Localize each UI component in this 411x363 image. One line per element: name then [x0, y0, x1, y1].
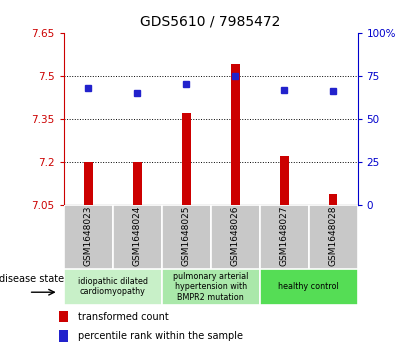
Bar — [133, 162, 141, 205]
Text: GSM1648024: GSM1648024 — [133, 205, 142, 266]
Text: disease state: disease state — [0, 274, 65, 284]
Title: GDS5610 / 7985472: GDS5610 / 7985472 — [141, 15, 281, 29]
Bar — [211, 205, 260, 269]
Text: GSM1648027: GSM1648027 — [279, 205, 289, 266]
Bar — [84, 162, 92, 205]
Text: GSM1648023: GSM1648023 — [84, 205, 93, 266]
Text: healthy control: healthy control — [278, 282, 339, 291]
Bar — [280, 156, 289, 205]
Text: transformed count: transformed count — [78, 311, 169, 322]
Text: GSM1648026: GSM1648026 — [231, 205, 240, 266]
Bar — [64, 269, 162, 305]
Bar — [58, 311, 68, 322]
Bar — [260, 269, 358, 305]
Bar — [309, 205, 358, 269]
Bar — [113, 205, 162, 269]
Text: percentile rank within the sample: percentile rank within the sample — [78, 331, 243, 341]
Bar — [231, 64, 240, 205]
Bar — [182, 113, 191, 205]
Text: GSM1648025: GSM1648025 — [182, 205, 191, 266]
Bar — [329, 193, 337, 205]
Text: GSM1648028: GSM1648028 — [328, 205, 337, 266]
Bar — [58, 330, 68, 342]
Bar — [260, 205, 309, 269]
Text: idiopathic dilated
cardiomyopathy: idiopathic dilated cardiomyopathy — [78, 277, 148, 297]
Bar — [64, 205, 113, 269]
Bar — [162, 205, 211, 269]
Text: pulmonary arterial
hypertension with
BMPR2 mutation: pulmonary arterial hypertension with BMP… — [173, 272, 248, 302]
Bar — [162, 269, 260, 305]
